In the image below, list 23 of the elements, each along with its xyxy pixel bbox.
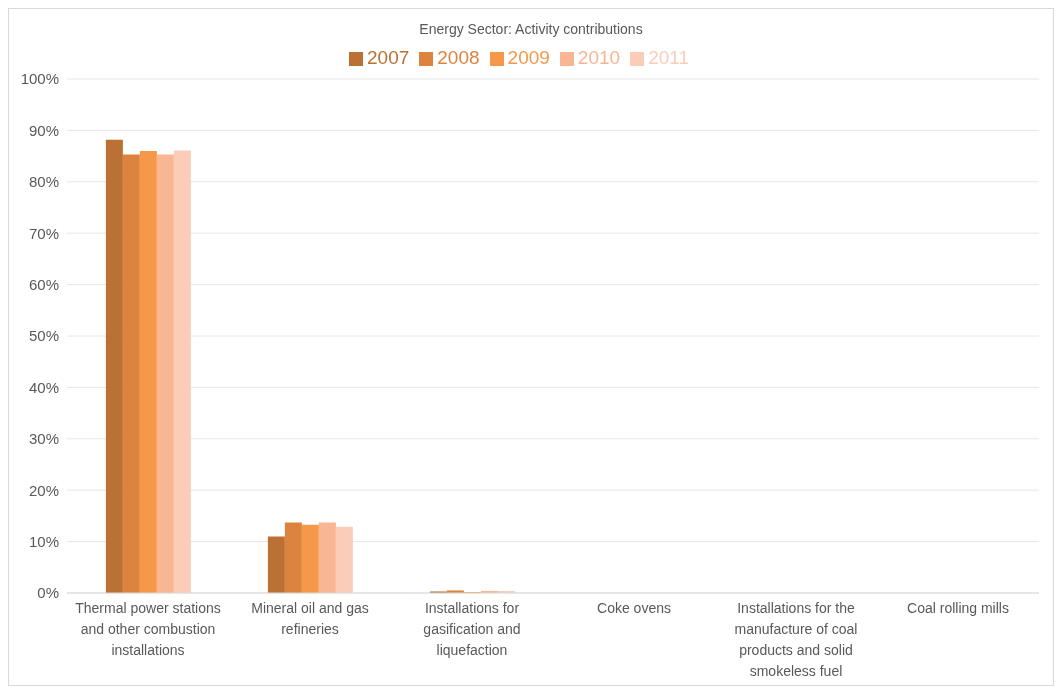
y-tick-label: 30% <box>28 430 59 448</box>
y-tick-label: 90% <box>28 121 59 139</box>
x-tick-label: Coke ovens <box>597 600 671 616</box>
x-tick-label: Mineral oil and gas refineries <box>251 600 369 637</box>
y-tick-label: 40% <box>28 378 59 396</box>
y-tick-label: 100% <box>20 70 59 88</box>
y-tick-label: 20% <box>28 481 59 499</box>
y-tick-label: 60% <box>28 275 59 293</box>
chart-title: Energy Sector: Activity contributions <box>418 20 644 39</box>
y-tick-label: 50% <box>28 327 59 345</box>
legend-label: 2010 <box>577 47 621 68</box>
x-tick-label: Coal rolling mills <box>907 600 1009 616</box>
y-tick-label: 10% <box>28 532 59 550</box>
y-tick-label: 70% <box>28 224 59 242</box>
x-tick-label: Thermal power stations and other combustion installations <box>75 600 221 658</box>
x-tick-label: Installations for the manufacture of coal products and solid smokeless fuel <box>734 600 858 679</box>
legend-label: 2007 <box>367 47 410 68</box>
y-tick-label: 80% <box>28 173 59 191</box>
legend-label: 2008 <box>437 47 480 68</box>
x-tick-label: Installations for gasification and liquefaction <box>423 600 521 658</box>
legend-label: 2011 <box>648 47 689 68</box>
legend-label: 2009 <box>507 47 550 68</box>
y-tick-label: 0% <box>37 584 59 602</box>
